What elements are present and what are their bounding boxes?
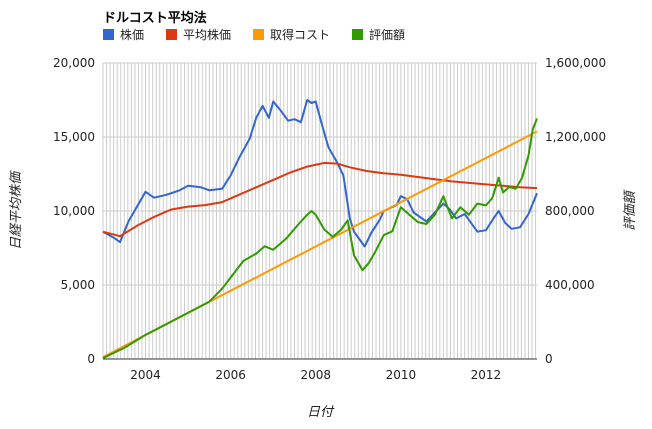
legend-label: 取得コスト (270, 28, 331, 42)
y-left-tick-label: 5,000 (61, 278, 95, 292)
series-line-1 (102, 161, 538, 238)
legend-label: 平均株価 (183, 28, 232, 42)
legend-swatch (166, 29, 178, 40)
y-right-tick-label: 400,000 (545, 278, 595, 292)
legend-label: 株価 (120, 28, 145, 42)
y-right-axis-title: 評価額 (623, 190, 638, 231)
legend-item: 評価額 (352, 26, 405, 43)
x-tick-label: 2008 (300, 368, 331, 382)
series-line-0 (102, 99, 538, 248)
legend-item: 平均株価 (166, 26, 231, 43)
y-right-tick-label: 0 (545, 352, 553, 366)
y-left-tick-label: 0 (87, 352, 95, 366)
x-tick-label: 2006 (215, 368, 246, 382)
legend-label: 評価額 (369, 28, 406, 42)
legend-swatch (253, 29, 265, 40)
legend-item: 株価 (103, 26, 144, 43)
series-line-3 (102, 118, 538, 360)
legend-item: 取得コスト (253, 26, 330, 43)
legend-swatch (103, 29, 114, 40)
x-tick-label: 2010 (386, 368, 417, 382)
y-left-tick-label: 20,000 (53, 56, 95, 70)
x-axis-title: 日付 (307, 405, 335, 420)
y-left-tick-label: 10,000 (53, 204, 95, 218)
y-right-tick-label: 800,000 (545, 204, 595, 218)
legend-swatch (352, 29, 364, 40)
legend: 株価 平均株価 取得コスト 評価額 (103, 26, 427, 43)
x-tick-label: 2004 (130, 368, 161, 382)
y-right-tick-label: 1,600,000 (545, 56, 606, 70)
x-tick-label: 2012 (471, 368, 502, 382)
y-left-tick-label: 15,000 (53, 130, 95, 144)
y-right-tick-label: 1,200,000 (545, 130, 606, 144)
y-left-axis-title: 日経平均株価 (9, 170, 24, 250)
chart-title: ドルコスト平均法 (103, 11, 207, 26)
